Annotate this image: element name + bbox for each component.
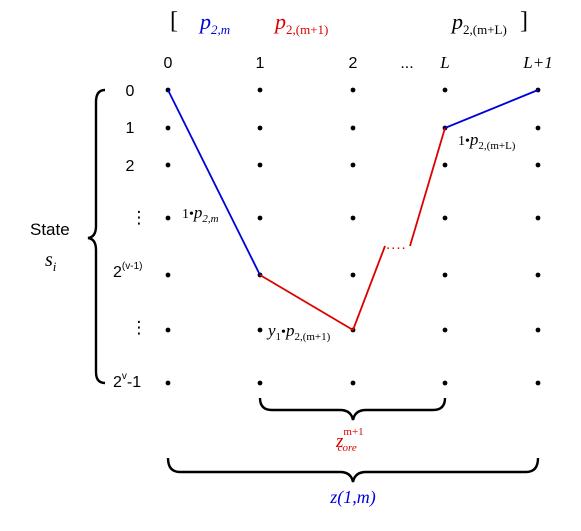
header-p2m1: p2,(m+1) [273,9,328,37]
core-brace [258,397,447,421]
header-p2m-base: p [198,9,211,34]
column-labels: 0 1 2 ... L L+1 [164,53,553,72]
trellis-dot [350,125,356,131]
trellis-dot [165,125,171,131]
header-p2mL-sub: 2,(m+L) [463,22,507,37]
state-symbol: si [45,249,57,274]
column-label-ellipsis: ... [400,55,413,72]
trellis-dot [165,272,171,278]
header-close-bracket: ] [520,8,528,34]
trellis-dot [442,215,448,221]
trellis-dot [350,87,356,93]
edge-red-1 [259,274,354,331]
trellis-dot [350,380,356,386]
trellis-dot [350,215,356,221]
row-label-2-pow-v-minus-1-last: 2v-1 [113,371,141,391]
trellis-dot [165,327,171,333]
trellis-dot [535,125,541,131]
trellis-dot [535,272,541,278]
header-open-bracket: [ [170,8,178,34]
state-label: State si [30,220,70,274]
trellis-dot [442,380,448,386]
trellis-dot [350,272,356,278]
total-brace [166,457,540,483]
row-label-2-pow-v-minus-1: 2(v-1) [113,261,142,281]
edge-label-1: 1•p2,m [182,203,219,225]
dotted-gap: .... [386,236,407,253]
header-p2m: p2,m [198,9,230,37]
state-left-brace [87,88,106,385]
column-label-1: 1 [256,55,265,72]
header-p2mL-base: p [450,9,463,34]
edge-red-3 [409,127,446,247]
trellis-dot [165,380,171,386]
column-label-L: L [439,53,449,72]
row-label-vdots-2: ⋮ [131,318,148,337]
core-label: zm+1 core [335,426,364,454]
trellis-dot [165,215,171,221]
header-p2m-sub: 2,m [211,22,230,37]
state-word: State [30,220,70,239]
header: [ p2,m p2,(m+1) p2,(m+L) ] [170,8,528,37]
trellis-dot [257,380,263,386]
trellis-dot [257,327,263,333]
header-p2m1-base: p [273,9,286,34]
trellis-dot [257,125,263,131]
trellis-dots [165,87,541,386]
header-p2mL: p2,(m+L) [450,9,507,37]
trellis-dot [257,162,263,168]
trellis-dot [165,162,171,168]
edge-label-2: y1•p2,(m+1) [266,321,331,343]
column-label-2: 2 [349,55,358,72]
header-p2m1-sub: 2,(m+1) [286,22,328,37]
edge-red-2 [352,245,386,331]
edge-labels: 1•p2,m y1•p2,(m+1) 1•p2,(m+L) [182,130,516,343]
trellis-path: .... [167,89,539,331]
row-label-2: 2 [126,158,135,175]
trellis-dot [350,162,356,168]
trellis-dot [535,162,541,168]
row-label-vdots-1: ⋮ [131,208,148,227]
column-label-0: 0 [164,55,173,72]
trellis-dot [442,327,448,333]
trellis-dot [257,87,263,93]
edge-blue-end [444,89,539,129]
trellis-dot [442,162,448,168]
row-labels: 0 1 2 ⋮ 2(v-1) ⋮ 2v-1 [113,83,148,391]
total-label: z(1,m) [329,487,376,508]
edge-blue-start [167,89,261,276]
column-label-L-plus-1: L+1 [522,53,552,72]
trellis-dot [535,327,541,333]
trellis-dot [535,380,541,386]
edge-label-3: 1•p2,(m+L) [458,130,516,152]
trellis-dot [442,87,448,93]
row-label-0: 0 [126,83,135,100]
trellis-dot [442,272,448,278]
trellis-dot [257,215,263,221]
row-label-1: 1 [126,120,135,137]
trellis-dot [535,215,541,221]
